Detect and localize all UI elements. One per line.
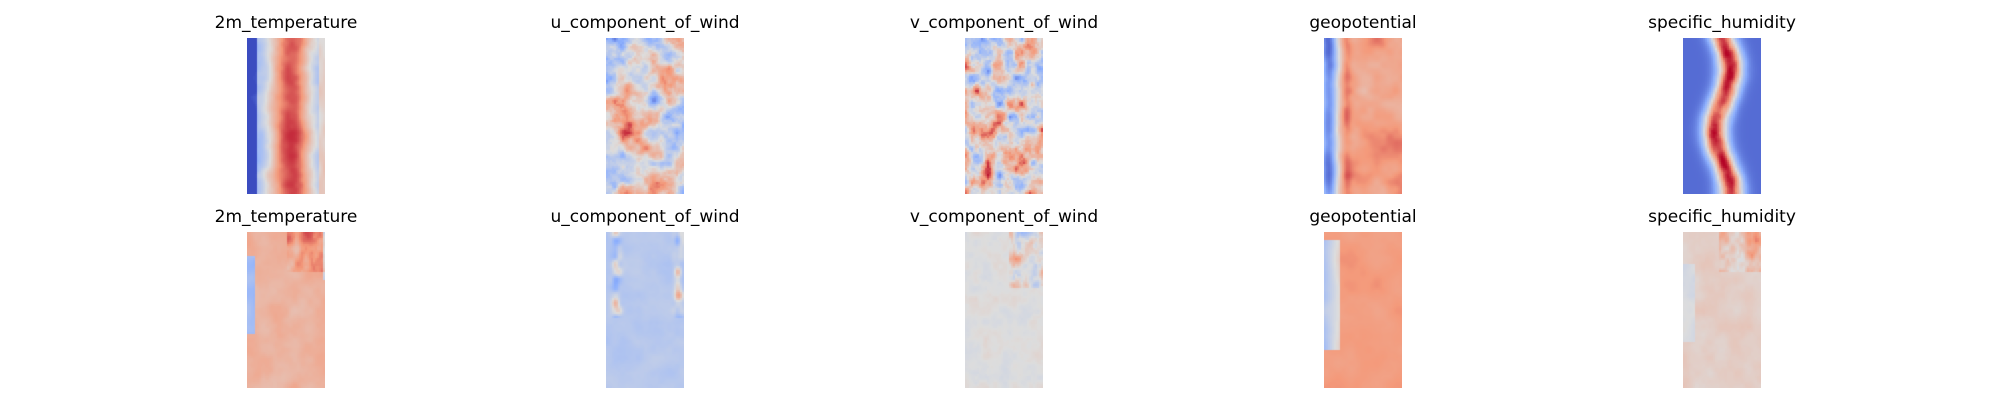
heatmap-u-wind-top <box>606 38 684 194</box>
panel-title: u_component_of_wind <box>550 13 740 33</box>
panel-title: v_component_of_wind <box>909 207 1099 227</box>
panel-title: u_component_of_wind <box>550 207 740 227</box>
heatmap-u-wind-bottom <box>606 232 684 388</box>
heatmap-geopotential-bottom <box>1324 232 1402 388</box>
heatmap-2m-temperature-top <box>247 38 325 194</box>
panel-title: 2m_temperature <box>214 207 358 227</box>
panel-title: specific_humidity <box>1648 207 1796 227</box>
heatmap-v-wind-bottom <box>965 232 1043 388</box>
heatmap-v-wind-top <box>965 38 1043 194</box>
panel-title: v_component_of_wind <box>909 13 1099 33</box>
panel-title: 2m_temperature <box>214 13 358 33</box>
heatmap-specific-humidity-top <box>1683 38 1761 194</box>
heatmap-2m-temperature-bottom <box>247 232 325 388</box>
panel-title: geopotential <box>1309 207 1417 227</box>
panel-title: geopotential <box>1309 13 1417 33</box>
heatmap-specific-humidity-bottom <box>1683 232 1761 388</box>
panel-title: specific_humidity <box>1648 13 1796 33</box>
heatmap-geopotential-top <box>1324 38 1402 194</box>
